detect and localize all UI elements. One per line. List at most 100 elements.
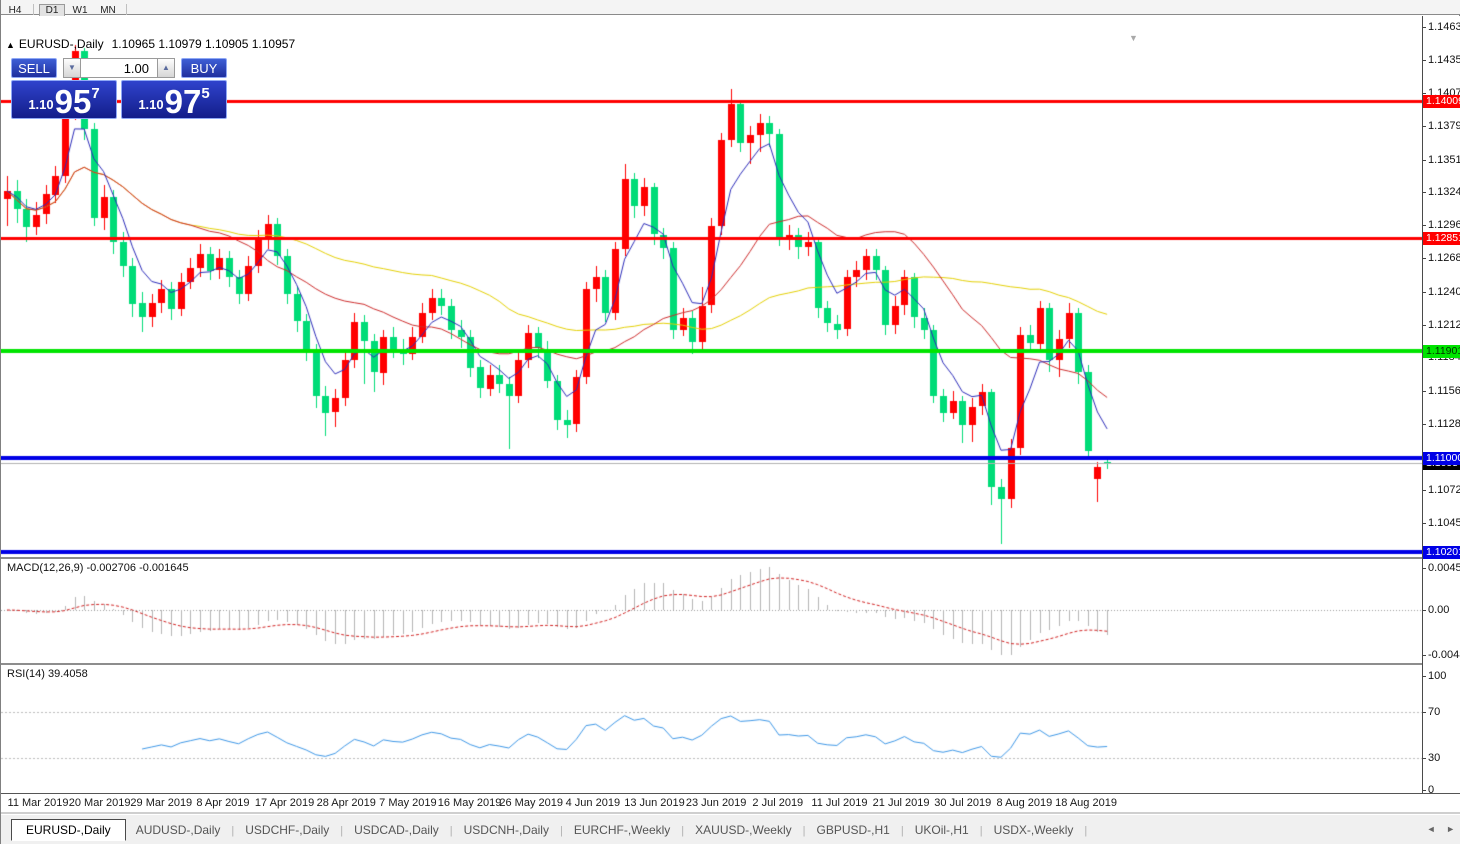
sell-price-big: 95: [54, 82, 92, 120]
date-axis-label: 21 Jul 2019: [872, 797, 930, 809]
buy-price-big: 97: [164, 82, 202, 120]
axis-tick-mark: [1423, 676, 1426, 677]
timeframe-button-w1[interactable]: W1: [72, 5, 88, 16]
rsi-canvas[interactable]: [1, 665, 1422, 793]
date-axis-label: 8 Apr 2019: [196, 797, 250, 809]
price-level-tag: 1.11901: [1423, 344, 1460, 358]
tab-scroll-left-icon[interactable]: ◄: [1426, 824, 1436, 834]
price-axis-tick-label: 1.12400: [1428, 285, 1460, 298]
date-axis-label: 17 Apr 2019: [254, 797, 315, 809]
tab-separator: |: [231, 825, 235, 837]
chart-tab-eurchf-weekly[interactable]: EURCHF-,Weekly: [573, 823, 671, 837]
axis-tick-mark: [1423, 324, 1426, 326]
rsi-axis-tick-label: 70: [1428, 706, 1441, 718]
chart-ohlc-values: 1.10965 1.10979 1.10905 1.10957: [111, 37, 296, 51]
axis-tick-mark: [1423, 126, 1426, 128]
price-axis-tick-label: 1.12960: [1428, 219, 1460, 232]
volume-decrease-button[interactable]: ▼: [63, 58, 81, 78]
date-axis-label: 11 Mar 2019: [7, 797, 69, 809]
buy-price-pip: 5: [201, 85, 210, 102]
buy-button[interactable]: BUY: [181, 58, 227, 78]
date-axis-label: 28 Apr 2019: [316, 797, 376, 809]
tab-scroll-right-icon[interactable]: ►: [1446, 824, 1455, 834]
pane-splitter[interactable]: [1, 663, 1460, 665]
tab-scroll-arrows: ◄ ►: [1419, 824, 1455, 834]
price-level-tag: 1.11000: [1423, 451, 1460, 465]
one-click-trade-panel: SELL ▼ ▲ BUY 1.10 95 7 1.10 97 5: [11, 57, 227, 119]
sell-price-button[interactable]: 1.10 95 7: [11, 80, 117, 119]
price-level-tag: 1.14009: [1423, 95, 1460, 108]
chart-tab-ukoil-h1[interactable]: UKOil-,H1: [914, 823, 969, 837]
chart-tab-usdcad-daily[interactable]: USDCAD-,Daily: [354, 823, 439, 837]
macd-canvas[interactable]: [1, 559, 1422, 663]
axis-tick-mark: [1423, 758, 1426, 759]
chart-tab-audusd-daily[interactable]: AUDUSD-,Daily: [135, 823, 221, 837]
sell-button[interactable]: SELL: [11, 58, 57, 78]
macd-axis-tick-label: 0.00: [1428, 604, 1450, 616]
tab-separator: |: [979, 825, 983, 837]
timeframe-button-mn[interactable]: MN: [100, 5, 116, 16]
rsi-axis-tick-label: 30: [1428, 752, 1441, 764]
tab-separator: |: [1084, 825, 1088, 837]
axis-tick-mark: [1423, 423, 1426, 425]
axis-tick-mark: [1423, 390, 1426, 392]
rsi-indicator-pane[interactable]: RSI(14) 39.4058: [1, 665, 1422, 793]
buy-price-button[interactable]: 1.10 97 5: [121, 80, 227, 119]
tab-separator: |: [802, 825, 806, 837]
axis-tick-mark: [1423, 357, 1426, 359]
date-axis-label: 13 Jun 2019: [624, 797, 685, 809]
date-axis-label: 4 Jun 2019: [565, 797, 621, 809]
chart-tab-eurusd-daily[interactable]: EURUSD-,Daily: [11, 819, 126, 841]
volume-input[interactable]: [81, 58, 157, 78]
price-level-tag: 1.10201: [1423, 546, 1460, 560]
chart-tab-usdchf-daily[interactable]: USDCHF-,Daily: [245, 823, 330, 837]
chart-tab-gbpusd-h1[interactable]: GBPUSD-,H1: [816, 823, 890, 837]
date-axis-label: 23 Jun 2019: [685, 797, 747, 809]
price-axis-tick-label: 1.13240: [1428, 186, 1460, 199]
date-axis[interactable]: 11 Mar 2019 20 Mar 2019 29 Mar 2019 8 Apr 2…: [1, 794, 1460, 812]
volume-increase-button[interactable]: ▲: [157, 58, 175, 78]
sell-price-prefix: 1.10: [28, 97, 54, 112]
toolbar-separator: [33, 4, 34, 15]
tab-separator: |: [559, 825, 563, 837]
price-axis-tick-label: 1.13515: [1428, 153, 1460, 166]
price-axis[interactable]: 1.146351.143551.140751.137951.135151.132…: [1422, 16, 1460, 796]
price-axis-tick-label: 1.12120: [1428, 318, 1460, 331]
timeframe-button-h4[interactable]: H4: [8, 5, 22, 16]
timeframe-button-d1[interactable]: D1: [39, 4, 65, 17]
chart-tab-xauusd-weekly[interactable]: XAUUSD-,Weekly: [695, 823, 792, 837]
chart-symbol-label: EURUSD-,Daily: [18, 37, 104, 51]
macd-axis-tick-label: 0.004517: [1428, 562, 1460, 574]
tab-separator: |: [449, 825, 453, 837]
axis-tick-mark: [1423, 610, 1426, 611]
panel-collapse-icon[interactable]: ▲: [6, 40, 15, 50]
chart-shift-marker-icon[interactable]: ▼: [1129, 33, 1138, 43]
divider: [1, 812, 1460, 814]
date-axis-label: 20 Mar 2019: [68, 797, 131, 809]
price-axis-tick-label: 1.11565: [1428, 384, 1460, 397]
chart-title: ▲ EURUSD-,Daily 1.10965 1.10979 1.10905 1.…: [6, 37, 295, 51]
axis-tick-mark: [1423, 159, 1426, 161]
date-axis-label: 30 Jul 2019: [934, 797, 992, 809]
axis-tick-mark: [1423, 93, 1426, 95]
divider: [1, 793, 1460, 794]
rsi-label: RSI(14) 39.4058: [7, 668, 88, 680]
chart-tab-usdx-weekly[interactable]: USDX-,Weekly: [993, 823, 1074, 837]
chart-tab-usdcnh-daily[interactable]: USDCNH-,Daily: [463, 823, 549, 837]
date-axis-label: 8 Aug 2019: [996, 797, 1053, 809]
macd-indicator-pane[interactable]: MACD(12,26,9) -0.002706 -0.001645: [1, 559, 1422, 663]
date-axis-label: 11 Jul 2019: [811, 797, 868, 809]
toolbar-separator: [126, 4, 127, 15]
price-chart-canvas[interactable]: [1, 16, 1422, 557]
rsi-axis-tick-label: 100: [1428, 670, 1447, 682]
buy-price-prefix: 1.10: [138, 97, 164, 112]
axis-tick-mark: [1423, 712, 1426, 713]
pane-splitter[interactable]: [1, 557, 1460, 559]
price-axis-tick-label: 1.14635: [1428, 20, 1460, 33]
price-chart-pane[interactable]: ▲ EURUSD-,Daily 1.10965 1.10979 1.10905 1.…: [1, 16, 1422, 557]
axis-tick-mark: [1423, 490, 1426, 492]
macd-label: MACD(12,26,9) -0.002706 -0.001645: [7, 562, 189, 574]
